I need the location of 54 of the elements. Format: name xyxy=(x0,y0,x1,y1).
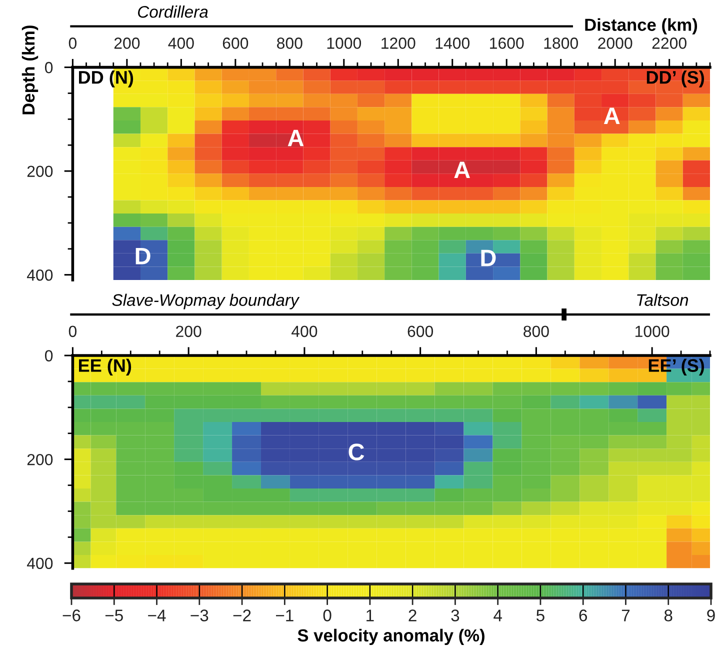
x-tick-label: 400 xyxy=(291,326,318,338)
x-tick-label: 1000 xyxy=(636,326,670,338)
color-bar-label: −5 xyxy=(105,610,123,622)
color-bar-label: 1 xyxy=(366,610,374,622)
x-tick-label: 200 xyxy=(114,38,140,49)
annotation: D xyxy=(136,248,150,264)
x-tick-label: 800 xyxy=(277,38,302,49)
x-tick-label: 1000 xyxy=(327,38,362,49)
y-tick-label: 200 xyxy=(27,454,53,466)
x-axis-title: Distance (km) xyxy=(585,18,698,34)
y-tick-label: 0 xyxy=(44,350,53,362)
color-bar-label: 9 xyxy=(707,610,715,622)
color-bar-label: 5 xyxy=(536,610,544,622)
color-bar-label: 3 xyxy=(451,610,460,622)
text: Slave-Wopmay boundary xyxy=(112,294,300,310)
color-bar-title: S velocity anomaly (%) xyxy=(298,628,484,645)
y-tick-label: 0 xyxy=(44,62,53,74)
x-tick-label: 0 xyxy=(68,38,77,49)
color-bar-label: −3 xyxy=(190,610,208,622)
x-tick-label: 1600 xyxy=(490,38,524,49)
x-tick-label: 200 xyxy=(176,326,202,338)
x-tick-label: 0 xyxy=(68,326,77,338)
text: Taltson xyxy=(637,294,688,306)
annotation: A xyxy=(288,130,304,146)
color-bar-label: −4 xyxy=(148,610,166,622)
y-axis-title: Depth (km) xyxy=(22,26,38,114)
y-tick-label: 400 xyxy=(26,269,53,281)
x-tick-label: 1200 xyxy=(382,38,416,49)
x-tick-label: 2200 xyxy=(652,38,686,49)
annotation: EE (N) xyxy=(79,358,132,376)
color-bar-label: 7 xyxy=(622,610,630,622)
color-bar-label: 8 xyxy=(664,610,672,622)
annotation: A xyxy=(604,108,620,124)
color-bar-label: −1 xyxy=(276,610,294,622)
annotation: A xyxy=(454,162,470,178)
annotation: DD’ (S) xyxy=(646,70,704,88)
x-tick-label: 1800 xyxy=(544,38,578,49)
text: Cordillera xyxy=(138,6,208,18)
x-tick-label: 600 xyxy=(222,38,248,49)
y-tick-label: 400 xyxy=(26,558,53,570)
color-bar-label: 6 xyxy=(579,610,587,622)
x-tick-label: 1400 xyxy=(436,38,470,49)
color-bar-label: −2 xyxy=(233,610,251,622)
annotation: D xyxy=(481,250,496,266)
color-bar-label: 4 xyxy=(494,610,502,622)
y-tick-label: 200 xyxy=(27,166,53,177)
color-bar-label: 2 xyxy=(408,610,416,622)
x-tick-label: 2000 xyxy=(598,38,632,49)
annotation: C xyxy=(348,444,364,460)
color-bar-label: −6 xyxy=(62,610,80,622)
x-tick-label: 600 xyxy=(408,326,434,338)
x-tick-label: 800 xyxy=(524,326,549,338)
x-tick-label: 400 xyxy=(168,38,194,49)
color-bar-label: 0 xyxy=(323,610,332,622)
